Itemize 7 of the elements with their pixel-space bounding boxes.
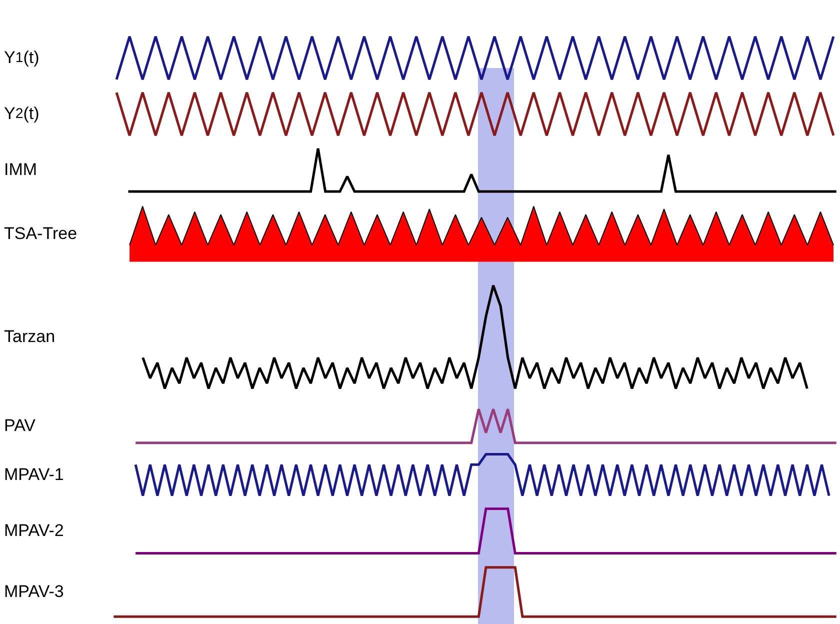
y-axis-title: PAV bbox=[4, 415, 36, 437]
y-axis-title: TSA-Tree bbox=[4, 223, 78, 245]
y-axis-title: Tarzan bbox=[4, 326, 56, 348]
y-axis-title: MPAV-1 bbox=[4, 464, 65, 486]
y-axis-title: MPAV-3 bbox=[4, 581, 65, 603]
y-axis-title: MPAV-2 bbox=[4, 520, 65, 542]
y-axis-title: IMM bbox=[4, 159, 38, 181]
